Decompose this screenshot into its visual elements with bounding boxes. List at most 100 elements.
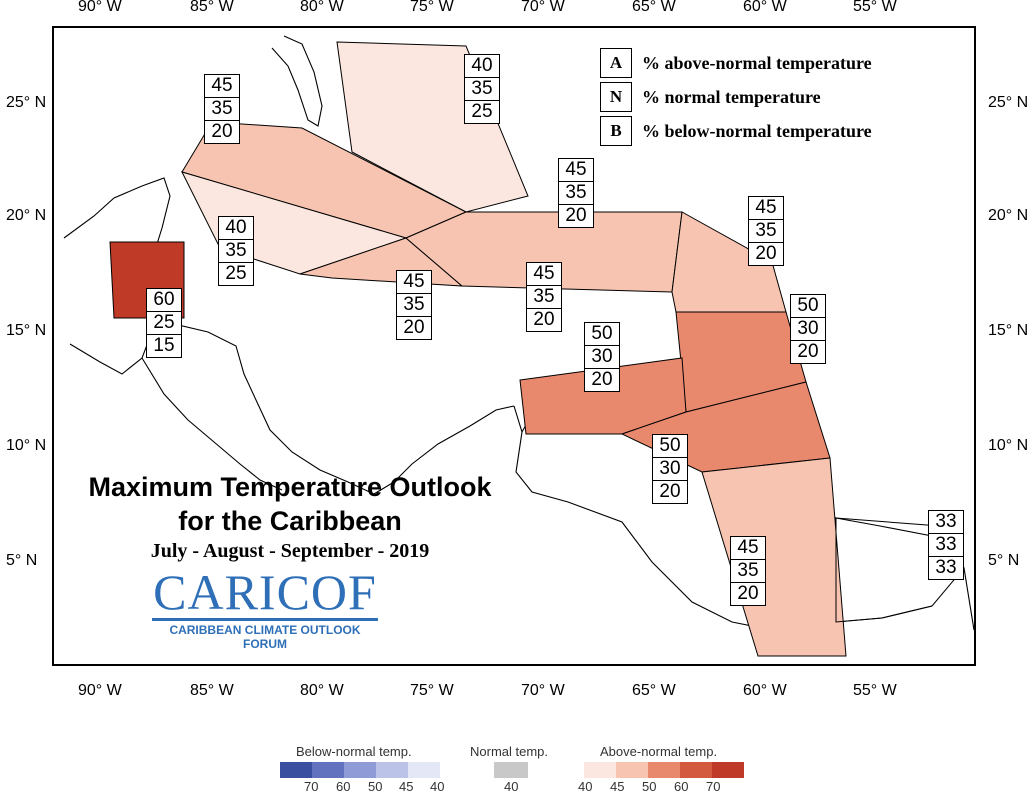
prob-below: 25 <box>471 101 493 122</box>
lat-label-15n-right: 15° N <box>988 322 1029 339</box>
prob-normal: 25 <box>147 312 181 335</box>
lon-label-60w-bottom: 60° W <box>743 682 787 699</box>
lat-label-10n-right: 10° N <box>988 437 1029 454</box>
key-letter-n: N <box>600 82 632 112</box>
legend-normal-swatch <box>494 762 528 778</box>
legend-above-swatch-60 <box>680 762 712 778</box>
logo-wordmark: CARICOF <box>153 564 377 620</box>
prob-above: 40 <box>465 55 499 78</box>
lon-label-60w: 60° W <box>743 0 787 15</box>
legend-above-tick-70: 70 <box>706 779 721 794</box>
lat-label-5n: 5° N <box>6 552 38 569</box>
prob-below: 25 <box>225 263 247 284</box>
legend-normal-tick-40: 40 <box>504 779 519 794</box>
prob-box-guyana: 45 35 20 <box>730 536 766 606</box>
legend-below-swatch-50 <box>344 762 376 778</box>
lat-label-25n: 25° N <box>6 94 47 111</box>
lat-label-15n: 15° N <box>6 322 47 339</box>
legend-above-swatch-50 <box>648 762 680 778</box>
lon-label-65w-bottom: 65° W <box>632 682 676 699</box>
prob-box-abc-islands: 50 30 20 <box>584 322 620 392</box>
logo-subtitle: CARIBBEAN CLIMATE OUTLOOK FORUM <box>169 623 361 651</box>
title-block: Maximum Temperature Outlook for the Cari… <box>40 470 540 564</box>
prob-normal: 30 <box>653 458 687 481</box>
prob-box-hispaniola: 45 35 20 <box>526 262 562 332</box>
lon-label-90w: 90° W <box>78 0 122 15</box>
florida-coast <box>271 35 323 127</box>
lon-label-55w-bottom: 55° W <box>853 682 897 699</box>
lon-label-90w-bottom: 90° W <box>78 682 122 699</box>
key-row-normal: N % normal temperature <box>600 82 821 112</box>
map-title: Maximum Temperature Outlook <box>88 472 492 502</box>
legend-above-tick-60: 60 <box>674 779 689 794</box>
lat-label-25n-right: 25° N <box>988 94 1029 111</box>
prob-normal: 33 <box>929 534 963 557</box>
lat-label-20n-right: 20° N <box>988 207 1029 224</box>
legend-below-swatch-45 <box>376 762 408 778</box>
legend-below-tick-40: 40 <box>430 779 445 794</box>
legend-normal-title: Normal temp. <box>470 744 549 759</box>
legend-below-swatch-70 <box>280 762 312 778</box>
central-america-coast <box>151 323 515 495</box>
prob-box-greater-antilles-north: 45 35 20 <box>558 158 594 228</box>
prob-above: 40 <box>219 217 253 240</box>
key-text-normal: % normal temperature <box>642 86 821 107</box>
lon-label-75w: 75° W <box>410 0 454 15</box>
prob-below: 20 <box>211 121 233 142</box>
lon-label-75w-bottom: 75° W <box>410 682 454 699</box>
forecast-period: July - August - September - 2019 <box>150 540 430 562</box>
prob-box-jamaica: 45 35 20 <box>396 270 432 340</box>
key-letter-b: B <box>600 116 632 146</box>
prob-box-trinidad: 50 30 20 <box>652 434 688 504</box>
caricof-logo: CARICOF CARIBBEAN CLIMATE OUTLOOK FORUM <box>148 566 382 651</box>
prob-box-french-guiana: 33 33 33 <box>928 510 964 580</box>
lon-label-70w-bottom: 70° W <box>521 682 565 699</box>
prob-above: 50 <box>791 295 825 318</box>
key-text-below: % below-normal temperature <box>642 120 872 141</box>
key-row-below: B % below-normal temperature <box>600 116 872 146</box>
key-row-above: A % above-normal temperature <box>600 48 872 78</box>
legend-below-tick-70: 70 <box>304 779 319 794</box>
prob-normal: 30 <box>791 318 825 341</box>
prob-below: 20 <box>755 243 777 264</box>
prob-below: 20 <box>533 309 555 330</box>
prob-below: 20 <box>403 317 425 338</box>
prob-below: 20 <box>797 341 819 362</box>
legend-above-tick-50: 50 <box>642 779 657 794</box>
prob-above: 50 <box>653 435 687 458</box>
legend-above-swatch-40 <box>584 762 616 778</box>
lon-label-65w: 65° W <box>632 0 676 15</box>
legend-above-swatch-45 <box>616 762 648 778</box>
prob-below: 20 <box>737 583 759 604</box>
logo-rule <box>152 618 378 621</box>
prob-normal: 35 <box>731 560 765 583</box>
prob-box-cuba-northwest: 45 35 20 <box>204 74 240 144</box>
lon-label-85w: 85° W <box>190 0 234 15</box>
prob-box-belize: 60 25 15 <box>146 288 182 358</box>
lat-label-20n: 20° N <box>6 207 47 224</box>
legend-below-tick-45: 45 <box>399 779 414 794</box>
prob-above: 45 <box>749 197 783 220</box>
prob-above: 33 <box>929 511 963 534</box>
legend-above-swatch-70 <box>712 762 744 778</box>
prob-below: 20 <box>659 481 681 502</box>
key-letter-a: A <box>600 48 632 78</box>
prob-normal: 35 <box>219 240 253 263</box>
prob-above: 45 <box>205 75 239 98</box>
lat-label-10n: 10° N <box>6 437 47 454</box>
prob-box-leeward-islands: 45 35 20 <box>748 196 784 266</box>
legend-below-tick-60: 60 <box>336 779 351 794</box>
map-subtitle: for the Caribbean <box>178 506 402 536</box>
lat-label-5n-right: 5° N <box>988 552 1020 569</box>
prob-above: 45 <box>559 159 593 182</box>
prob-box-western-caribbean: 40 35 25 <box>218 216 254 286</box>
prob-below: 15 <box>153 335 175 356</box>
prob-below: 20 <box>565 205 587 226</box>
prob-above: 45 <box>397 271 431 294</box>
prob-above: 45 <box>527 263 561 286</box>
lon-label-85w-bottom: 85° W <box>190 682 234 699</box>
prob-normal: 35 <box>397 294 431 317</box>
prob-below: 33 <box>935 557 957 578</box>
prob-normal: 35 <box>559 182 593 205</box>
lon-label-70w: 70° W <box>521 0 565 15</box>
